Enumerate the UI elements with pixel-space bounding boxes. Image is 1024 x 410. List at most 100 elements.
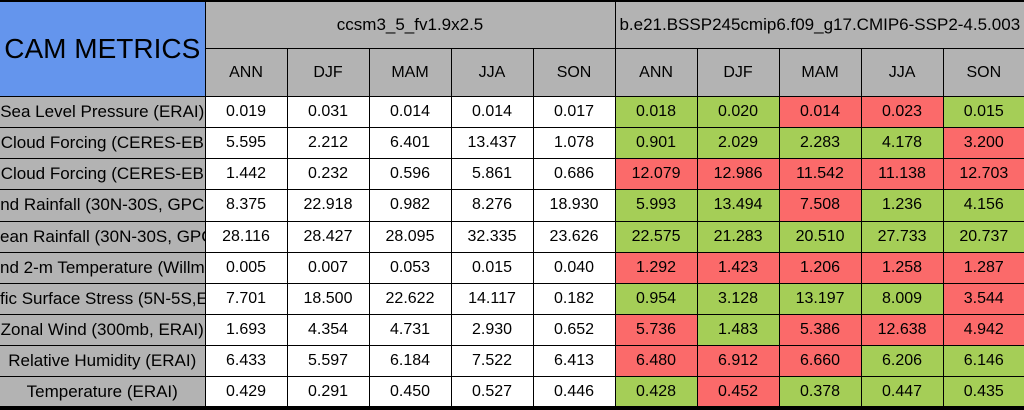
model1-value-cell: 2.930 (450, 313, 534, 347)
model2-value-cell-green: 6.206 (860, 345, 944, 378)
model1-value-cell: 0.014 (368, 95, 452, 129)
model1-value-cell: 14.117 (450, 282, 534, 315)
model2-value-cell-green: 0.447 (860, 376, 944, 409)
model2-value-cell-red: 1.206 (778, 251, 862, 284)
model2-value-cell-red: 6.912 (696, 345, 780, 378)
model1-value-cell: 1.078 (532, 127, 616, 160)
model1-value-cell: 0.596 (368, 158, 452, 191)
season-header-jja-model2: JJA (860, 48, 944, 97)
metric-row: nd Rainfall (30N-30S, GPC 8.375 22.918 0.98… (0, 189, 1024, 222)
metric-row-label: Cloud Forcing (CERES-EB (0, 158, 206, 191)
season-header-mam-model2: MAM (778, 48, 862, 97)
model2-value-cell-red: 1.423 (696, 251, 780, 284)
model1-value-cell: 5.861 (450, 158, 534, 191)
season-header-ann-model1: ANN (205, 48, 288, 97)
model2-value-cell-green: 13.197 (778, 282, 862, 315)
model2-value-cell-red: 5.386 (778, 313, 862, 347)
metric-row: nd 2-m Temperature (Willmo 0.005 0.007 0.05… (0, 251, 1024, 284)
model1-value-cell: 0.019 (204, 95, 288, 129)
season-header-son-model2: SON (942, 48, 1024, 97)
metric-row-label: ean Rainfall (30N-30S, GPC (0, 220, 206, 253)
model2-value-cell-green: 0.901 (614, 127, 698, 160)
model1-value-cell: 28.095 (368, 220, 452, 253)
model1-value-cell: 6.433 (204, 345, 288, 378)
model-header-row: CAM METRICS ccsm3_5_fv1.9x2.5 b.e21.BSSP… (0, 0, 1024, 97)
model1-value-cell: 6.413 (532, 345, 616, 378)
metric-row: Relative Humidity (ERAI) 6.433 5.597 6.184 7… (0, 345, 1024, 378)
model2-value-cell-green: 8.009 (860, 282, 944, 315)
model2-value-cell-green: 0.015 (942, 95, 1024, 129)
metric-row: ean Rainfall (30N-30S, GPC 28.116 28.427 28… (0, 220, 1024, 253)
model1-value-cell: 1.693 (204, 313, 288, 347)
model1-value-cell: 22.622 (368, 282, 452, 315)
model2-value-cell-red: 12.638 (860, 313, 944, 347)
model2-value-cell-green: 2.283 (778, 127, 862, 160)
model2-value-cell-green: 0.378 (778, 376, 862, 409)
model1-value-cell: 4.731 (368, 313, 452, 347)
model2-value-cell-green: 1.236 (860, 189, 944, 222)
metric-row-label: nd 2-m Temperature (Willmo (0, 251, 206, 284)
model2-value-cell-green: 6.146 (942, 345, 1024, 378)
metric-row-label: Temperature (ERAI) (0, 376, 206, 409)
metric-row: Temperature (ERAI) 0.429 0.291 0.450 0.527 0.… (0, 376, 1024, 409)
model1-value-cell: 13.437 (450, 127, 534, 160)
metric-row-label: Zonal Wind (300mb, ERAI) (0, 313, 206, 347)
model2-value-cell-green: 20.737 (942, 220, 1024, 253)
model1-value-cell: 28.427 (286, 220, 370, 253)
model2-value-cell-green: 2.029 (696, 127, 780, 160)
model1-value-cell: 5.597 (286, 345, 370, 378)
model1-value-cell: 6.401 (368, 127, 452, 160)
season-header-djf-model1: DJF (286, 48, 370, 97)
model2-value-cell-green: 20.510 (778, 220, 862, 253)
model1-value-cell: 0.686 (532, 158, 616, 191)
model2-value-cell-red: 7.508 (778, 189, 862, 222)
model2-value-cell-red: 3.200 (942, 127, 1024, 160)
metric-row: Sea Level Pressure (ERAI) 0.019 0.031 0.014… (0, 95, 1024, 129)
model1-value-cell: 32.335 (450, 220, 534, 253)
model2-value-cell-red: 5.736 (614, 313, 698, 347)
model1-value-cell: 0.652 (532, 313, 616, 347)
model2-value-cell-green: 0.435 (942, 376, 1024, 409)
model1-value-cell: 5.595 (204, 127, 288, 160)
model2-value-cell-green: 13.494 (696, 189, 780, 222)
model2-value-cell-red: 1.292 (614, 251, 698, 284)
model2-value-cell-red: 4.942 (942, 313, 1024, 347)
model1-value-cell: 0.053 (368, 251, 452, 284)
season-header-mam-model1: MAM (368, 48, 452, 97)
model1-value-cell: 0.429 (204, 376, 288, 409)
metric-row: Zonal Wind (300mb, ERAI) 1.693 4.354 4.731 2… (0, 313, 1024, 347)
model2-value-cell-red: 12.986 (696, 158, 780, 191)
model1-value-cell: 23.626 (532, 220, 616, 253)
model1-value-cell: 7.701 (204, 282, 288, 315)
model1-value-cell: 1.442 (204, 158, 288, 191)
model2-value-cell-red: 12.703 (942, 158, 1024, 191)
model1-value-cell: 0.291 (286, 376, 370, 409)
model2-value-cell-green: 0.954 (614, 282, 698, 315)
model2-value-cell-red: 0.023 (860, 95, 944, 129)
model1-value-cell: 2.212 (286, 127, 370, 160)
model2-value-cell-red: 6.660 (778, 345, 862, 378)
model1-value-cell: 28.116 (204, 220, 288, 253)
model2-value-cell-red: 1.287 (942, 251, 1024, 284)
model2-value-cell-red: 0.014 (778, 95, 862, 129)
metric-row: fic Surface Stress (5N-5S,E 7.701 18.500 22… (0, 282, 1024, 315)
metric-row-label: fic Surface Stress (5N-5S,E (0, 282, 206, 315)
metric-row-label: nd Rainfall (30N-30S, GPC (0, 189, 206, 222)
model2-value-cell-red: 3.544 (942, 282, 1024, 315)
model1-value-cell: 0.014 (450, 95, 534, 129)
season-header-ann-model2: ANN (614, 48, 698, 97)
model1-header: ccsm3_5_fv1.9x2.5 (204, 0, 616, 49)
model2-value-cell-green: 0.428 (614, 376, 698, 409)
model1-value-cell: 22.918 (286, 189, 370, 222)
model2-value-cell-red: 12.079 (614, 158, 698, 191)
model2-value-cell-green: 22.575 (614, 220, 698, 253)
model2-value-cell-red: 11.138 (860, 158, 944, 191)
model1-value-cell: 0.982 (368, 189, 452, 222)
model1-value-cell: 0.005 (204, 251, 288, 284)
model1-value-cell: 0.040 (532, 251, 616, 284)
model2-value-cell-green: 1.483 (696, 313, 780, 347)
model2-value-cell-red: 6.480 (614, 345, 698, 378)
model2-value-cell-red: 11.542 (778, 158, 862, 191)
model1-value-cell: 0.015 (450, 251, 534, 284)
